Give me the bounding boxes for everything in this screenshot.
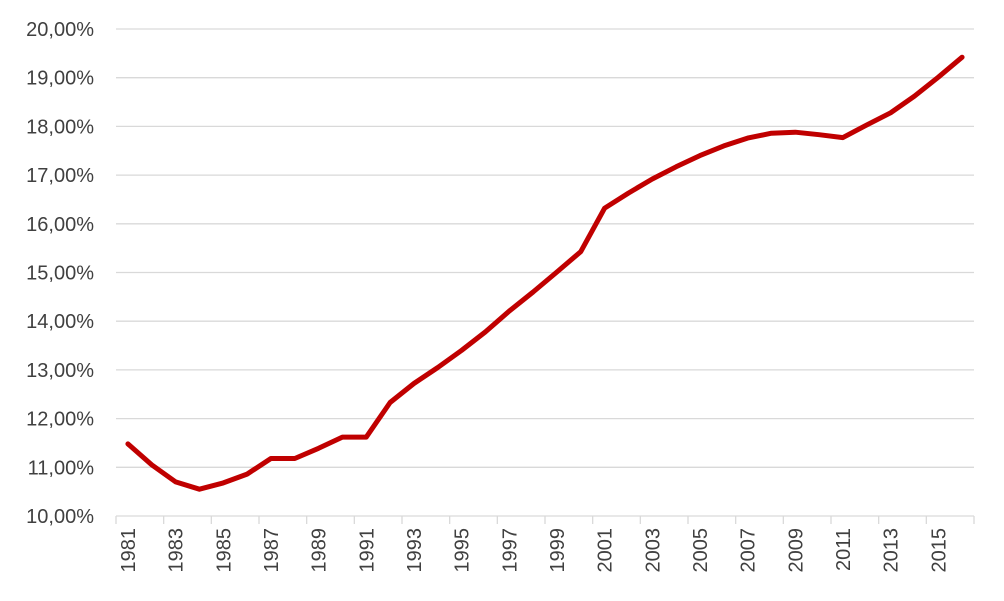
- x-tick-label: 2003: [642, 528, 664, 573]
- x-tick-label: 2011: [833, 528, 855, 571]
- y-tick-label: 11,00%: [28, 457, 95, 479]
- x-tick-label: 1993: [404, 528, 426, 573]
- x-tick-label: 2013: [881, 528, 903, 573]
- y-tick-label: 19,00%: [26, 68, 94, 90]
- x-tick-label: 1989: [309, 528, 331, 573]
- y-tick-label: 20,00%: [26, 19, 94, 41]
- y-tick-label: 13,00%: [26, 360, 94, 382]
- x-tick-label: 2015: [928, 528, 950, 573]
- y-tick-label: 17,00%: [26, 165, 94, 187]
- x-axis-labels: 1981 1983 1985 1987 1989 1991 1993 1995 1997 1999…: [118, 528, 950, 573]
- x-tick-label: 1985: [213, 528, 235, 573]
- y-tick-label: 18,00%: [26, 116, 94, 138]
- x-tick-label: 1987: [261, 528, 283, 573]
- series-line: [125, 54, 965, 492]
- x-tick-label: 1981: [118, 528, 140, 573]
- x-tick-label: 1997: [499, 528, 521, 573]
- x-axis: [115, 515, 975, 524]
- y-tick-label: 10,00%: [26, 506, 94, 528]
- x-tick-label: 2005: [690, 528, 712, 573]
- y-tick-label: 16,00%: [26, 214, 94, 236]
- y-axis-labels: 10,00% 11,00% 12,00% 13,00% 14,00% 15,00% 16,0…: [26, 19, 94, 528]
- y-tick-label: 12,00%: [26, 409, 94, 431]
- x-tick-label: 1999: [547, 528, 569, 573]
- series-layer: [125, 54, 965, 492]
- x-tick-label: 2009: [785, 528, 807, 573]
- y-tick-label: 14,00%: [26, 311, 94, 333]
- x-tick-label: 2001: [595, 528, 617, 573]
- x-tick-label: 1991: [356, 528, 378, 573]
- x-tick-label: 1995: [452, 528, 474, 573]
- x-tick-label: 2007: [738, 528, 760, 573]
- x-tick-label: 1983: [166, 528, 188, 573]
- gridlines: [116, 28, 974, 468]
- y-tick-label: 15,00%: [26, 263, 94, 285]
